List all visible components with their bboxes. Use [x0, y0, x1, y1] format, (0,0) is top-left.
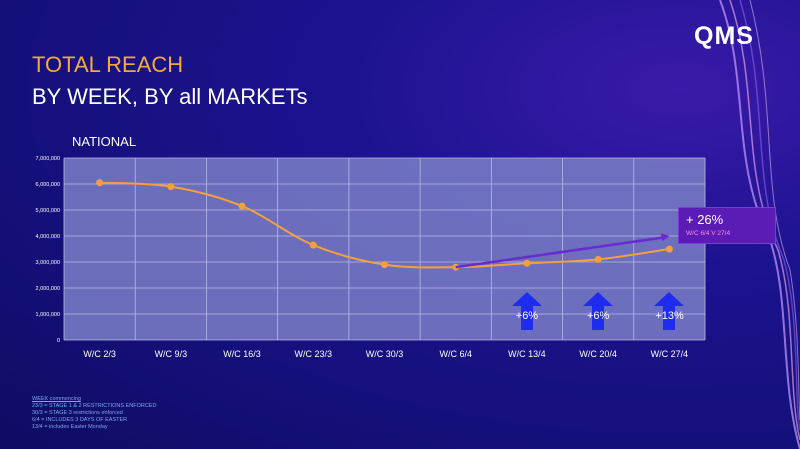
footnote-line: 23/3 = STAGE 1 & 2 RESTRICTIONS ENFORCED	[32, 403, 157, 409]
data-point	[523, 259, 531, 267]
up-arrow-icon	[511, 292, 542, 330]
page-title: TOTAL REACH	[32, 52, 184, 77]
footnotes: WEEK commencing 23/3 = STAGE 1 & 2 RESTR…	[32, 396, 156, 431]
y-tick-label: 7,000,000	[36, 156, 60, 162]
data-point	[167, 183, 175, 191]
footnote-line: 6/4 = INCLUDES 3 DAYS OF EASTER	[32, 417, 128, 423]
x-tick-label: W/C 30/3	[366, 349, 404, 359]
x-tick-label: W/C 2/3	[83, 349, 116, 359]
up-arrow-icon	[583, 292, 614, 330]
footnote-line: 30/3 = STAGE 3 restrictions enforced	[32, 410, 123, 416]
qms-logo: QMS	[694, 22, 754, 50]
y-tick-label: 2,000,000	[36, 286, 60, 292]
y-tick-label: 1,000,000	[36, 312, 60, 318]
y-tick-label: 5,000,000	[36, 208, 60, 214]
callout-subtext: W/C 6/4 V 27/4	[686, 230, 731, 237]
growth-callout: + 26% W/C 6/4 V 27/4	[678, 207, 776, 244]
up-arrow-icon	[654, 292, 685, 330]
x-tick-label: W/C 23/3	[295, 349, 333, 359]
footnote-line: 13/4 = includes Easter Monday	[32, 424, 108, 430]
data-point	[309, 241, 317, 249]
data-point	[665, 245, 673, 253]
data-point	[381, 261, 388, 269]
footnote-header: WEEK commencing	[32, 396, 81, 402]
data-point	[238, 202, 246, 210]
data-point	[594, 255, 602, 263]
trend-arrow-line	[455, 236, 664, 269]
y-tick-label: 6,000,000	[36, 182, 60, 188]
x-tick-label: W/C 16/3	[223, 349, 261, 359]
y-tick-label: 0	[57, 338, 60, 344]
y-tick-label: 4,000,000	[36, 234, 60, 240]
up-arrow-label: +6%	[515, 310, 539, 322]
x-tick-label: W/C 27/4	[651, 349, 689, 359]
x-tick-label: W/C 6/4	[439, 349, 472, 359]
chart-title: NATIONAL	[72, 134, 137, 149]
callout-percentage: + 26%	[686, 212, 724, 227]
trend-arrow-head	[660, 233, 670, 242]
x-tick-label: W/C 20/4	[579, 349, 617, 359]
up-arrow-label: +6%	[586, 310, 610, 322]
x-tick-label: W/C 13/4	[508, 349, 546, 359]
up-arrow-label: +13%	[655, 310, 684, 322]
page-subtitle: BY WEEK, BY all MARKETs	[32, 84, 308, 109]
x-tick-label: W/C 9/3	[155, 349, 188, 359]
y-tick-label: 3,000,000	[36, 260, 60, 266]
data-point	[96, 179, 104, 187]
